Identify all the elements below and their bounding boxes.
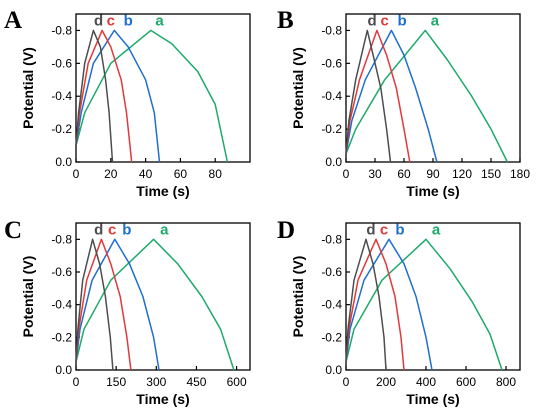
x-tick-label: 60 bbox=[174, 167, 188, 181]
x-tick-label: 0 bbox=[343, 167, 350, 181]
series-line-b bbox=[75, 238, 160, 371]
x-tick-label: 0 bbox=[343, 375, 350, 389]
y-tick-label: -0.6 bbox=[321, 265, 342, 279]
y-tick-label: -0.4 bbox=[321, 89, 342, 103]
x-tick-label: 200 bbox=[376, 375, 396, 389]
y-tick-label: -0.2 bbox=[321, 330, 342, 344]
x-axis-title: Time (s) bbox=[406, 391, 459, 407]
y-tick-label: -0.6 bbox=[51, 56, 72, 70]
x-tick-label: 150 bbox=[481, 167, 501, 181]
y-tick-label: -0.6 bbox=[51, 265, 72, 279]
y-axis-title: Potential (V) bbox=[290, 47, 306, 129]
x-tick-label: 600 bbox=[456, 375, 476, 389]
x-tick-label: 20 bbox=[104, 167, 118, 181]
plot-frame bbox=[345, 13, 521, 163]
curve-label-d: d bbox=[94, 13, 103, 30]
x-tick-label: 400 bbox=[416, 375, 436, 389]
series-line-d bbox=[345, 238, 387, 371]
y-tick-label: -0.4 bbox=[51, 89, 72, 103]
y-tick-label: -0.2 bbox=[51, 330, 72, 344]
curve-label-a: a bbox=[155, 13, 164, 30]
series-line-d bbox=[75, 238, 114, 371]
series-line-b bbox=[345, 238, 433, 371]
series-line-a bbox=[75, 238, 235, 371]
x-tick-label: 60 bbox=[397, 167, 411, 181]
y-tick-label: -0.6 bbox=[321, 56, 342, 70]
x-tick-label: 300 bbox=[146, 375, 166, 389]
y-axis-title: Potential (V) bbox=[20, 47, 36, 129]
series-line-c bbox=[345, 238, 405, 371]
x-tick-label: 0 bbox=[73, 375, 80, 389]
panel-B: B 0 30 60 90 120 150 180 -0.8 -0.6 -0.4 -0.2 0.0 Tim… bbox=[277, 7, 530, 199]
panel-letter: A bbox=[4, 7, 22, 34]
x-tick-label: 90 bbox=[426, 167, 440, 181]
y-axis-title: Potential (V) bbox=[290, 256, 306, 338]
y-tick-label: 0.0 bbox=[55, 155, 72, 169]
y-tick-label: 0.0 bbox=[55, 363, 72, 377]
y-tick-label: -0.4 bbox=[51, 298, 72, 312]
curve-label-b: b bbox=[395, 221, 404, 238]
series-line-d bbox=[75, 29, 114, 163]
x-tick-label: 40 bbox=[139, 167, 153, 181]
y-tick-label: -0.2 bbox=[51, 122, 72, 136]
x-tick-label: 30 bbox=[368, 167, 382, 181]
y-axis-title: Potential (V) bbox=[20, 256, 36, 338]
panel-letter: D bbox=[277, 217, 295, 244]
x-tick-label: 0 bbox=[73, 167, 80, 181]
series-line-b bbox=[345, 29, 438, 163]
series-line-c bbox=[75, 29, 133, 163]
curve-label-a: a bbox=[432, 221, 441, 238]
panel-A: A 0 20 40 60 80 -0.8 -0.6 -0.4 -0.2 0.0 Time (s) Po… bbox=[4, 7, 251, 199]
x-axis-title: Time (s) bbox=[136, 391, 189, 407]
plot-frame bbox=[345, 222, 521, 371]
panel-letter: B bbox=[277, 7, 294, 34]
curve-label-a: a bbox=[431, 13, 440, 30]
panel-letter: C bbox=[4, 217, 22, 244]
x-axis-title: Time (s) bbox=[406, 183, 459, 199]
curve-label-c: c bbox=[107, 13, 115, 30]
x-tick-label: 120 bbox=[452, 167, 472, 181]
y-tick-label: -0.8 bbox=[51, 232, 72, 246]
series-line-c bbox=[345, 29, 411, 163]
y-tick-label: 0.0 bbox=[325, 155, 342, 169]
curve-label-d: d bbox=[368, 13, 377, 30]
curve-label-a: a bbox=[160, 221, 169, 238]
plot-frame bbox=[75, 13, 251, 163]
panel-C: C 0 150 300 450 600 -0.8 -0.6 -0.4 -0.2 0.0 Time (… bbox=[4, 217, 251, 407]
series-line-c bbox=[75, 238, 132, 371]
series-line-a bbox=[345, 29, 509, 163]
curve-label-d: d bbox=[94, 221, 103, 238]
x-tick-label: 600 bbox=[227, 375, 247, 389]
x-axis-title: Time (s) bbox=[136, 183, 189, 199]
series-line-d bbox=[345, 29, 392, 163]
x-tick-label: 800 bbox=[496, 375, 516, 389]
curve-label-d: d bbox=[366, 221, 375, 238]
y-tick-label: -0.8 bbox=[51, 23, 72, 37]
plot-frame bbox=[75, 222, 251, 371]
panel-D: D 0 200 400 600 800 -0.8 -0.6 -0.4 -0.2 0.0 Time (… bbox=[277, 217, 521, 407]
curve-label-b: b bbox=[124, 13, 133, 30]
y-tick-label: -0.8 bbox=[321, 232, 342, 246]
x-tick-label: 180 bbox=[510, 167, 530, 181]
curve-label-b: b bbox=[397, 13, 406, 30]
x-tick-label: 80 bbox=[209, 167, 223, 181]
y-tick-label: 0.0 bbox=[325, 363, 342, 377]
y-tick-label: -0.2 bbox=[321, 122, 342, 136]
curve-label-c: c bbox=[380, 221, 388, 238]
curve-label-c: c bbox=[380, 13, 388, 30]
x-tick-label: 150 bbox=[106, 375, 126, 389]
series-line-a bbox=[345, 238, 503, 371]
y-tick-label: -0.4 bbox=[321, 298, 342, 312]
series-line-b bbox=[75, 29, 161, 163]
curve-label-b: b bbox=[122, 221, 131, 238]
series-line-a bbox=[75, 29, 229, 163]
curve-label-c: c bbox=[108, 221, 116, 238]
y-tick-label: -0.8 bbox=[321, 23, 342, 37]
x-tick-label: 450 bbox=[186, 375, 206, 389]
